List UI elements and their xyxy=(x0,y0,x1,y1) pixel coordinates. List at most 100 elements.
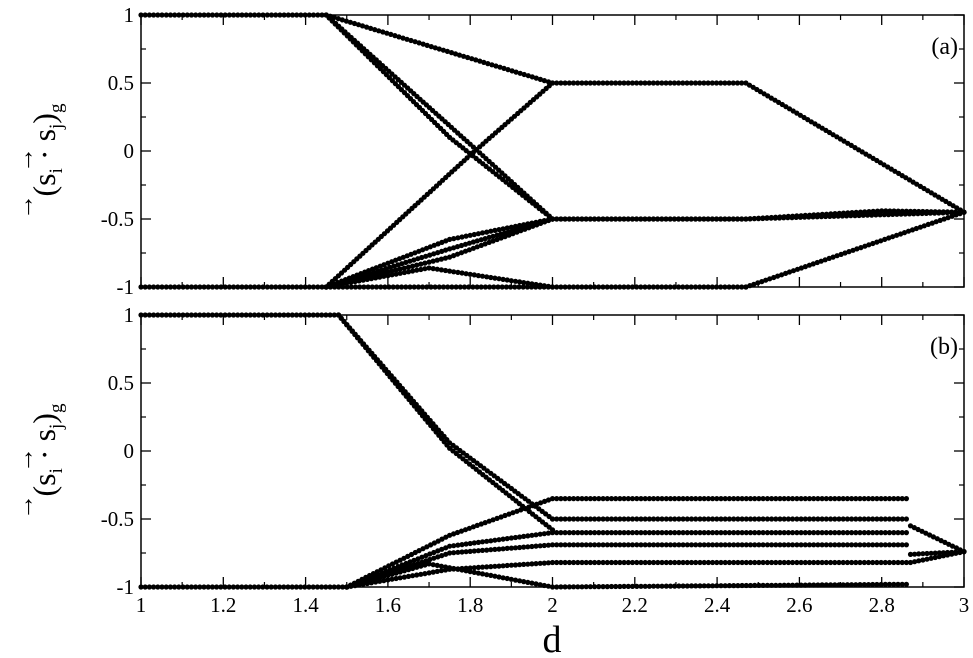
a-data-point xyxy=(575,284,581,290)
a-data-point xyxy=(400,35,406,41)
b-data-point xyxy=(416,548,422,554)
a-data-point xyxy=(407,284,413,290)
b-data-point xyxy=(529,532,535,538)
a-data-point xyxy=(348,284,354,290)
b-data-point xyxy=(747,530,754,536)
b-data-point xyxy=(815,496,821,502)
b-data-point xyxy=(205,584,211,590)
a-data-point xyxy=(755,280,761,286)
a-data-point xyxy=(503,284,509,290)
b-xtick-label: 2 xyxy=(547,593,558,617)
b-data-point xyxy=(886,559,893,566)
b-data-point xyxy=(463,549,469,555)
b-data-point xyxy=(693,542,699,548)
b-data-point xyxy=(625,516,631,522)
b-data-point xyxy=(625,542,631,548)
a-data-point xyxy=(167,12,174,18)
a-data-point xyxy=(734,80,741,86)
b-data-point xyxy=(475,539,481,546)
a-data-point xyxy=(352,284,359,290)
a-data-point xyxy=(864,212,871,218)
b-data-point xyxy=(575,542,581,548)
a-data-point xyxy=(361,284,367,290)
a-data-point xyxy=(591,80,598,86)
a-data-point xyxy=(743,216,749,222)
a-data-point xyxy=(412,250,418,256)
a-data-point xyxy=(692,80,699,86)
a-data-point xyxy=(905,228,912,234)
b-data-point xyxy=(467,569,473,575)
a-data-point xyxy=(545,284,551,290)
b-data-point xyxy=(163,584,169,590)
b-data-point xyxy=(277,312,283,318)
b-data-point xyxy=(638,542,644,548)
a-data-point xyxy=(193,284,199,290)
b-data-point xyxy=(769,582,775,588)
a-series-12 xyxy=(743,209,967,290)
b-data-point xyxy=(667,496,674,502)
a-data-point xyxy=(785,215,791,221)
a-data-point xyxy=(226,12,232,18)
a-data-point xyxy=(344,284,350,290)
b-data-point xyxy=(596,530,602,536)
a-data-point xyxy=(351,20,358,27)
a-data-point xyxy=(432,45,438,51)
a-data-point xyxy=(281,284,287,290)
b-data-point xyxy=(522,505,528,512)
b-data-point xyxy=(785,516,792,522)
a-data-point xyxy=(936,210,942,216)
a-data-point xyxy=(764,215,770,221)
b-data-point xyxy=(861,530,867,536)
b-data-point xyxy=(447,532,453,538)
b-data-point xyxy=(769,542,775,548)
b-data-point xyxy=(575,496,581,502)
a-data-point xyxy=(818,258,824,264)
a-data-point xyxy=(247,12,253,18)
a-data-point xyxy=(878,238,884,244)
a-data-point xyxy=(634,216,640,222)
a-data-point xyxy=(368,25,374,31)
a-data-point xyxy=(747,216,753,222)
b-data-point xyxy=(617,542,623,548)
a-data-point xyxy=(566,284,572,290)
b-data-point xyxy=(642,496,648,502)
a-data-point xyxy=(587,284,593,290)
a-data-point xyxy=(533,75,539,81)
a-data-point xyxy=(462,241,469,247)
a-data-point xyxy=(949,213,955,219)
b-data-point xyxy=(697,583,703,589)
b-data-point xyxy=(482,520,488,526)
b-data-point xyxy=(327,312,333,318)
b-data-point xyxy=(853,530,859,536)
b-data-point xyxy=(500,546,506,552)
b-ytick-label: 0 xyxy=(124,439,135,463)
b-data-point xyxy=(663,583,669,589)
a-data-point xyxy=(502,234,508,240)
b-data-point xyxy=(268,584,274,590)
b-data-point xyxy=(209,312,215,318)
b-data-point xyxy=(642,583,648,589)
b-data-point xyxy=(600,516,606,522)
b-data-point xyxy=(411,557,417,563)
svg-text:(si · sj)g: (si · sj)g xyxy=(26,103,67,196)
b-data-point xyxy=(604,516,610,522)
a-data-point xyxy=(458,250,465,256)
b-data-point xyxy=(492,573,498,579)
a-data-point xyxy=(277,284,283,290)
a-data-point xyxy=(289,284,296,290)
a-data-point xyxy=(428,284,434,290)
b-data-point xyxy=(930,534,937,540)
a-data-point xyxy=(854,246,860,252)
b-data-point xyxy=(878,542,884,548)
a-data-point xyxy=(713,284,720,290)
a-data-point xyxy=(558,284,564,290)
a-data-point xyxy=(671,80,678,86)
a-data-point xyxy=(438,267,444,273)
a-data-point xyxy=(382,284,388,290)
b-data-point xyxy=(714,516,720,522)
b-data-point xyxy=(798,559,804,566)
b-data-point xyxy=(549,542,556,548)
a-data-point xyxy=(898,211,904,217)
a-data-point xyxy=(470,284,476,290)
